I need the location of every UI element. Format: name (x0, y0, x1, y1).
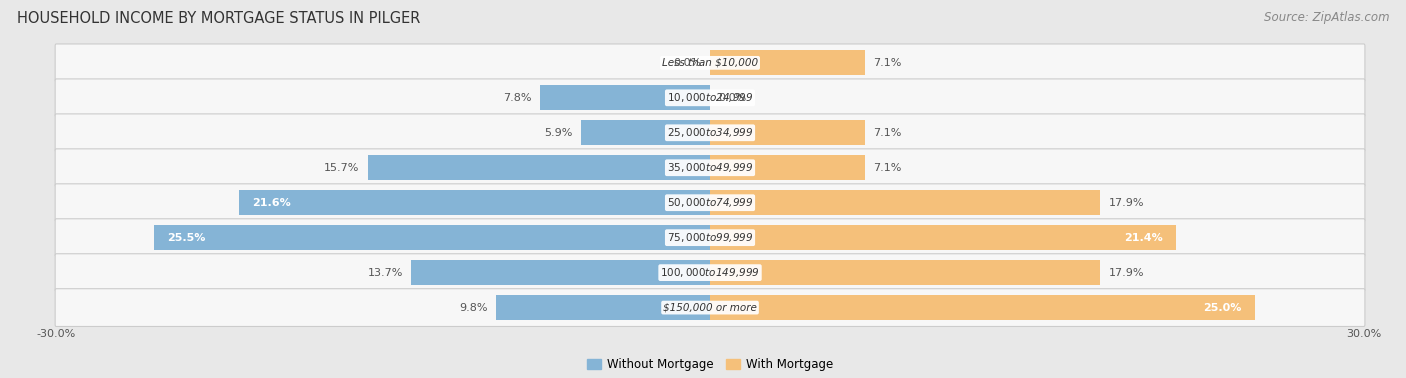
Text: 17.9%: 17.9% (1109, 198, 1144, 208)
FancyBboxPatch shape (55, 44, 1365, 82)
Bar (710, 120, 865, 146)
FancyBboxPatch shape (55, 79, 1365, 117)
Bar (496, 295, 710, 320)
Text: $150,000 or more: $150,000 or more (664, 303, 756, 313)
Text: $25,000 to $34,999: $25,000 to $34,999 (666, 126, 754, 139)
Text: 0.0%: 0.0% (673, 58, 702, 68)
Bar (582, 120, 710, 146)
Text: 21.6%: 21.6% (253, 198, 291, 208)
FancyBboxPatch shape (55, 254, 1365, 291)
Bar (710, 225, 1177, 250)
Text: $100,000 to $149,999: $100,000 to $149,999 (661, 266, 759, 279)
Text: 7.1%: 7.1% (873, 163, 901, 173)
FancyBboxPatch shape (55, 149, 1365, 187)
Bar (540, 85, 710, 110)
Bar (155, 225, 710, 250)
Text: 13.7%: 13.7% (367, 268, 402, 277)
Bar (710, 50, 865, 76)
Bar (368, 155, 710, 180)
Bar (710, 155, 865, 180)
Bar (710, 260, 1099, 285)
FancyBboxPatch shape (55, 289, 1365, 327)
FancyBboxPatch shape (55, 184, 1365, 222)
FancyBboxPatch shape (55, 219, 1365, 257)
Text: 9.8%: 9.8% (460, 303, 488, 313)
Bar (412, 260, 710, 285)
Text: 0.0%: 0.0% (718, 93, 747, 103)
FancyBboxPatch shape (55, 114, 1365, 152)
Legend: Without Mortgage, With Mortgage: Without Mortgage, With Mortgage (582, 353, 838, 376)
Text: Less than $10,000: Less than $10,000 (662, 58, 758, 68)
Text: 7.8%: 7.8% (503, 93, 531, 103)
Text: 17.9%: 17.9% (1109, 268, 1144, 277)
Bar (710, 190, 1099, 215)
Text: 5.9%: 5.9% (544, 128, 572, 138)
Text: $75,000 to $99,999: $75,000 to $99,999 (666, 231, 754, 244)
Bar (239, 190, 710, 215)
Text: 7.1%: 7.1% (873, 58, 901, 68)
Text: 7.1%: 7.1% (873, 128, 901, 138)
Text: $50,000 to $74,999: $50,000 to $74,999 (666, 196, 754, 209)
Text: $10,000 to $24,999: $10,000 to $24,999 (666, 91, 754, 104)
Text: 25.5%: 25.5% (167, 233, 205, 243)
Bar (710, 295, 1256, 320)
Text: 21.4%: 21.4% (1125, 233, 1163, 243)
Text: HOUSEHOLD INCOME BY MORTGAGE STATUS IN PILGER: HOUSEHOLD INCOME BY MORTGAGE STATUS IN P… (17, 11, 420, 26)
Text: Source: ZipAtlas.com: Source: ZipAtlas.com (1264, 11, 1389, 24)
Text: 25.0%: 25.0% (1204, 303, 1241, 313)
Text: 15.7%: 15.7% (323, 163, 359, 173)
Text: $35,000 to $49,999: $35,000 to $49,999 (666, 161, 754, 174)
